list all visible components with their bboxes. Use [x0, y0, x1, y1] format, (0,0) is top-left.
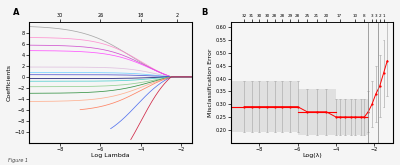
Text: Figure 1: Figure 1: [8, 158, 28, 163]
Text: B: B: [202, 8, 208, 17]
Point: [248, 105, 255, 108]
Point: [380, 72, 387, 75]
Point: [279, 105, 286, 108]
X-axis label: Log Lambda: Log Lambda: [91, 153, 130, 158]
Point: [332, 115, 339, 118]
Point: [294, 105, 301, 108]
Point: [361, 115, 368, 118]
Point: [336, 115, 343, 118]
X-axis label: Log(λ): Log(λ): [302, 153, 322, 158]
Point: [256, 105, 263, 108]
Point: [342, 115, 348, 118]
Point: [369, 103, 375, 105]
Point: [358, 115, 364, 118]
Point: [376, 85, 383, 87]
Point: [365, 110, 372, 113]
Point: [304, 110, 310, 113]
Point: [241, 105, 247, 108]
Point: [272, 105, 278, 108]
Point: [264, 105, 270, 108]
Y-axis label: Misclassification Error: Misclassification Error: [208, 48, 213, 117]
Point: [384, 59, 390, 62]
Point: [314, 110, 320, 113]
Text: A: A: [13, 8, 20, 17]
Y-axis label: Coefficients: Coefficients: [7, 64, 12, 101]
Point: [348, 115, 354, 118]
Point: [373, 93, 379, 95]
Point: [323, 110, 330, 113]
Point: [352, 115, 358, 118]
Point: [287, 105, 293, 108]
